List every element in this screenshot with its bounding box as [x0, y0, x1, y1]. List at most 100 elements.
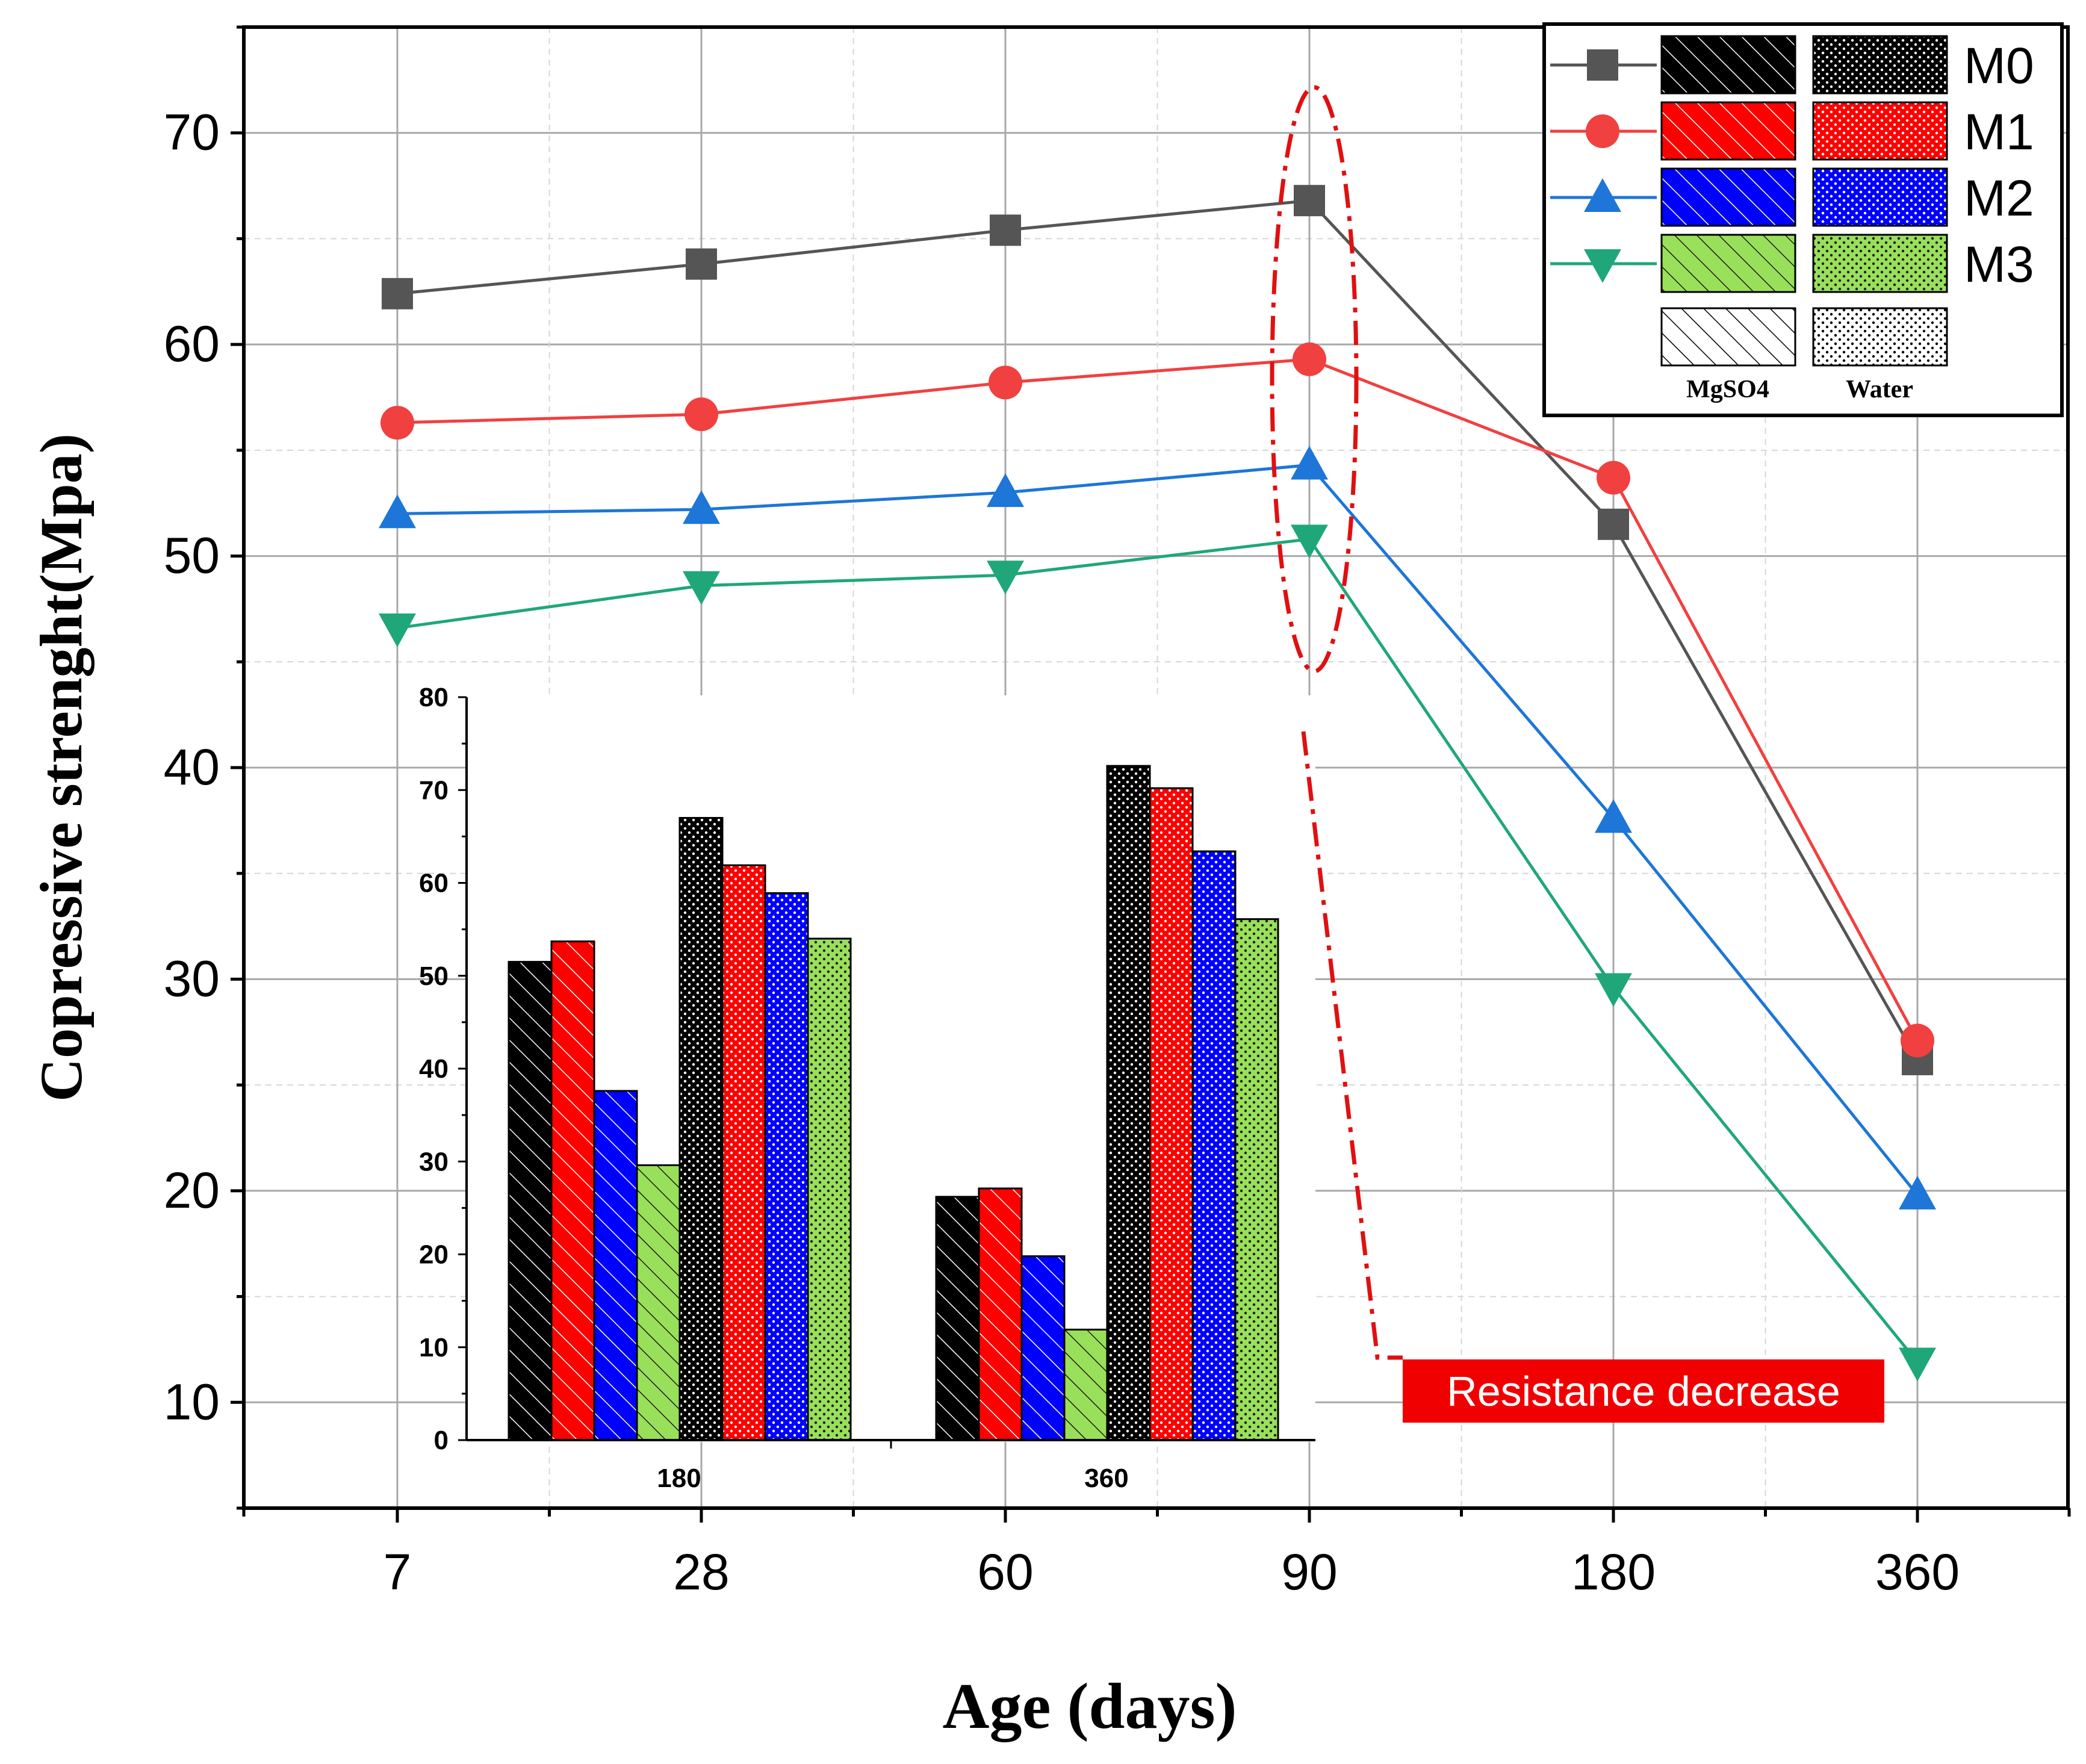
legend-label-m3: M3 [1964, 236, 2034, 293]
data-point-m2 [1595, 799, 1632, 833]
series-m1 [380, 342, 1934, 1058]
legend-marker-m2 [1584, 178, 1621, 212]
legend-swatch-dots-m1 [1812, 101, 1948, 161]
y-tick-label: 40 [164, 739, 220, 795]
legend-swatch-hatch-m3 [1660, 234, 1796, 293]
data-point-m2 [1291, 446, 1328, 480]
resistance-annotation: Resistance decrease [1270, 85, 1884, 1423]
legend-swatch-hatch-m2 [1660, 167, 1796, 227]
y-tick-label: 30 [164, 950, 220, 1007]
legend-marker-m1 [1586, 114, 1619, 148]
x-tick-label: 28 [673, 1544, 729, 1600]
data-point-m3 [1291, 524, 1328, 559]
series-m2 [379, 446, 1936, 1210]
y-tick-label: 10 [164, 1373, 220, 1430]
legend-label-m1: M1 [1964, 104, 2034, 160]
data-point-m0 [1294, 185, 1325, 217]
legend-swatch-hatch-m1 [1660, 101, 1796, 161]
inset-bar [978, 1187, 1023, 1441]
data-point-m3 [683, 571, 720, 605]
inset-y-tick-label: 50 [419, 961, 449, 991]
data-point-m0 [1598, 508, 1629, 540]
inset-bar [1063, 1328, 1108, 1441]
inset-bar [1020, 1255, 1066, 1441]
legend-swatch-hatch-m0 [1660, 35, 1796, 95]
legend-swatch-water [1812, 307, 1948, 367]
legend-header-mgso4: MgSO4 [1686, 376, 1769, 403]
inset-bars [508, 765, 1279, 1441]
data-point-m2 [987, 473, 1024, 508]
data-point-m0 [686, 248, 717, 280]
highlight-ellipse [1270, 85, 1359, 674]
inset-x-tick-label: 360 [1084, 1464, 1128, 1493]
y-tick-label: 50 [164, 527, 220, 584]
inset-y-tick-label: 70 [419, 775, 449, 805]
annotation-box [1403, 1359, 1884, 1423]
data-point-m3 [379, 613, 416, 648]
data-point-m3 [1899, 1347, 1936, 1382]
inset-x-tick-label: 180 [657, 1464, 701, 1493]
series-m0 [382, 185, 1933, 1075]
legend-swatch-mgso4 [1660, 307, 1796, 367]
series-line-m0 [397, 199, 1919, 1061]
legend-box [1542, 22, 2064, 417]
annotation-leader-line [1301, 731, 1403, 1360]
y-axis-title: Copressive strenght(Mpa) [28, 433, 95, 1102]
legend-label-m0: M0 [1964, 37, 2034, 94]
series-line-m3 [397, 537, 1919, 1364]
data-point-m2 [683, 490, 720, 524]
inset-bar [636, 1164, 681, 1441]
data-point-m1 [989, 365, 1022, 400]
inset-y-tick-label: 10 [419, 1333, 449, 1362]
main-x-ticks: 7 28 60 90 180 360 [242, 1508, 2071, 1600]
inset-bar [1149, 787, 1194, 1441]
series-m3 [379, 524, 1936, 1382]
inset-y-tick-label: 20 [419, 1240, 449, 1270]
data-point-m1 [1901, 1023, 1934, 1058]
y-tick-label: 20 [164, 1162, 220, 1219]
inset-bar [1106, 765, 1151, 1441]
data-point-m1 [380, 406, 414, 440]
inset-y-tick-label: 0 [434, 1426, 449, 1455]
data-point-m3 [1595, 973, 1632, 1007]
inset-x-ticks: 180 360 [657, 1440, 1129, 1493]
legend-marker-m3 [1584, 249, 1621, 283]
inset-bar [550, 940, 595, 1441]
inset-y-ticks: 0 10 20 30 40 50 60 70 80 [419, 683, 467, 1455]
legend-marker-m0 [1587, 49, 1618, 81]
y-tick-label: 70 [164, 104, 220, 161]
inset-bar [1191, 850, 1237, 1441]
legend-label-m2: M2 [1964, 170, 2034, 226]
main-y-ticks: 10 20 30 40 50 60 70 [164, 25, 244, 1510]
series-layer [379, 185, 1936, 1382]
data-point-m0 [990, 214, 1021, 246]
legend-swatch-dots-m3 [1812, 234, 1948, 293]
data-point-m2 [379, 494, 416, 529]
x-axis-title: Age (days) [943, 1671, 1237, 1742]
x-tick-label: 90 [1281, 1544, 1337, 1600]
legend-swatch-dots-m0 [1812, 35, 1948, 95]
data-point-m1 [684, 397, 718, 432]
y-tick-label: 60 [164, 315, 220, 372]
data-point-m1 [1293, 342, 1326, 376]
data-point-m1 [1597, 461, 1630, 495]
inset-y-tick-label: 30 [419, 1147, 449, 1176]
inset-y-tick-label: 60 [419, 869, 449, 898]
data-point-m0 [382, 278, 413, 309]
series-line-m2 [397, 463, 1919, 1196]
series-line-m1 [397, 358, 1919, 1042]
legend-swatch-dots-m2 [1812, 167, 1948, 227]
legend-rows: M0 M1 M2 M3 [1550, 35, 2034, 293]
inset-bar [1234, 918, 1279, 1441]
legend: M0 M1 M2 M3 MgSO4 Water [1542, 22, 2064, 417]
inset-bar [807, 937, 852, 1441]
inset-bar-chart: 0 10 20 30 40 50 60 70 80 180 360 [419, 683, 1315, 1493]
annotation-text: Resistance decrease [1447, 1368, 1840, 1415]
data-point-m2 [1899, 1175, 1936, 1210]
x-tick-label: 7 [383, 1544, 412, 1600]
inset-bar [678, 817, 724, 1441]
inset-bar [508, 961, 553, 1441]
inset-bar [593, 1090, 638, 1441]
inset-y-tick-label: 80 [419, 683, 449, 712]
